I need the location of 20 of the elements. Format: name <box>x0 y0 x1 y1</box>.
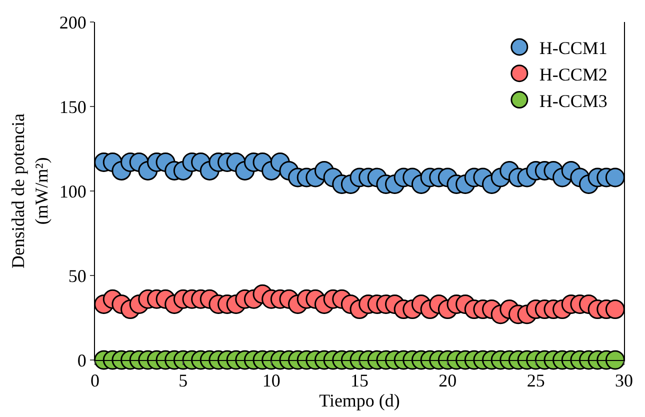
y-tick-label: 100 <box>59 181 86 202</box>
x-tick-label: 10 <box>262 370 280 391</box>
y-tick-label: 150 <box>59 96 86 117</box>
x-tick-label: 25 <box>526 370 545 391</box>
legend-label: H-CCM1 <box>539 38 608 58</box>
x-axis-title: Tiempo (d) <box>319 390 400 411</box>
y-axis-title: Densidad de potencia (mW/m²) <box>8 114 52 268</box>
point <box>605 300 625 320</box>
x-tick-label: 30 <box>615 370 633 391</box>
x-tick-label: 0 <box>90 370 100 391</box>
legend-label: H-CCM2 <box>539 64 608 84</box>
point <box>605 350 625 370</box>
legend-label: H-CCM3 <box>539 90 608 111</box>
x-tick-label: 15 <box>350 370 368 391</box>
point <box>605 168 625 188</box>
y-tick-label: 50 <box>68 266 86 286</box>
x-tick-label: 20 <box>438 370 457 391</box>
y-tick-label: 0 <box>77 350 86 370</box>
x-tick-label: 5 <box>178 370 188 391</box>
y-tick-label: 200 <box>59 12 86 32</box>
